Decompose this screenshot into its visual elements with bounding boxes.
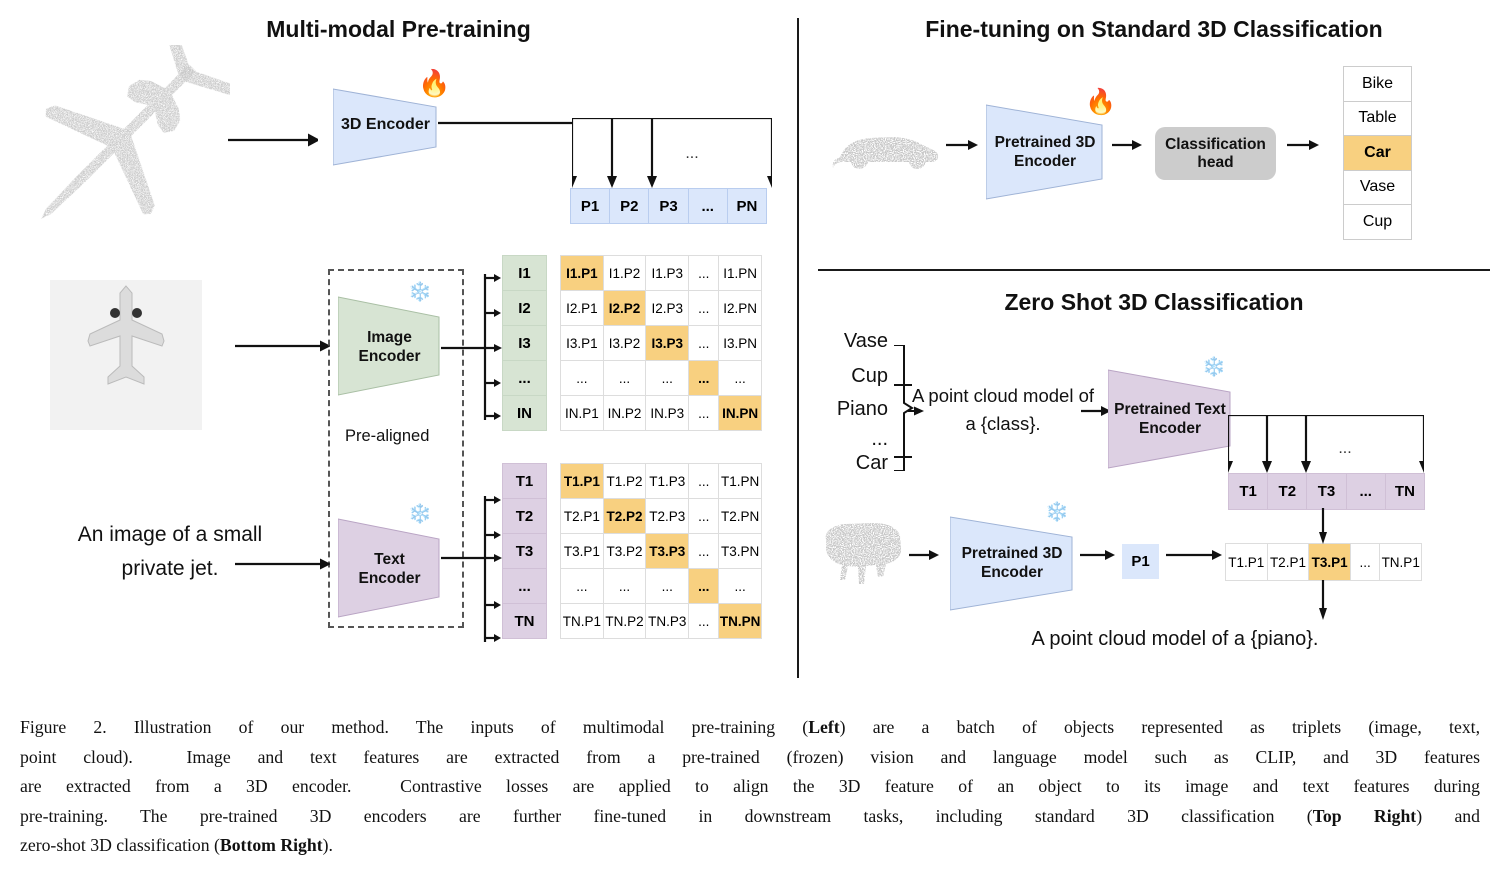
svg-text:...: ... [1338,440,1351,457]
svg-text:...: ... [685,145,698,162]
